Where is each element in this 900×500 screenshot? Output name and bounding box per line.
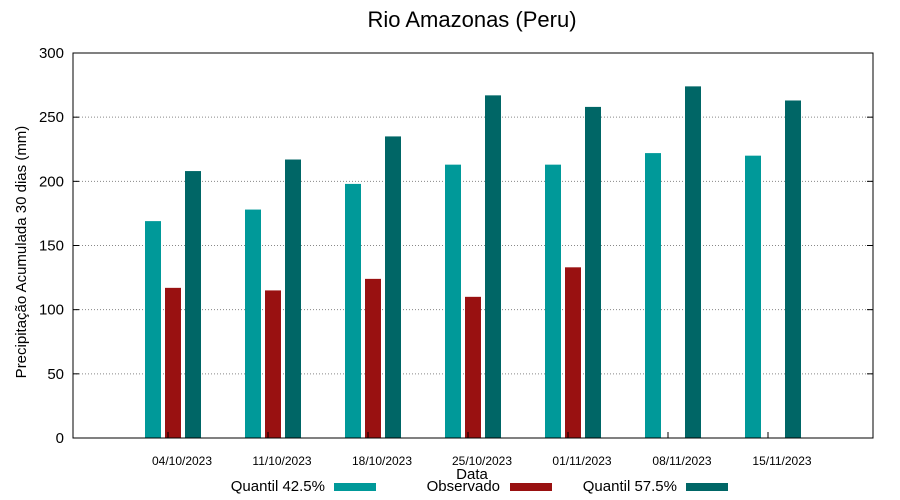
y-tick-label-300: 300	[39, 45, 64, 62]
y-tick-label-250: 250	[39, 109, 64, 126]
bar-quantil-57-5--2	[385, 136, 401, 438]
plot-frame	[72, 52, 874, 439]
legend-label-0: Quantil 42.5%	[231, 478, 325, 495]
x-axis-ticks: 04/10/2023 11/10/2023 18/10/2023 25/10/2023…	[152, 432, 812, 468]
bar-quantil-57-5--6	[785, 100, 801, 438]
bar-quantil-57-5--5	[685, 86, 701, 438]
legend-swatch-2	[686, 483, 728, 491]
x-tick-label-1: 11/10/2023	[252, 454, 311, 468]
legend-label-2: Quantil 57.5%	[583, 478, 677, 495]
y-tick-label-0: 0	[56, 430, 64, 447]
legend: Quantil 42.5% Observado Quantil 57.5%	[231, 478, 728, 495]
x-axis-label: Data	[456, 466, 488, 483]
y-tick-label-100: 100	[39, 302, 64, 319]
bar-observado-2	[365, 278, 381, 438]
legend-label-1: Observado	[427, 478, 500, 495]
bar-observado-4	[565, 267, 581, 438]
bar-quantil-42-5--1	[245, 209, 261, 438]
x-tick-label-5: 08/11/2023	[652, 454, 711, 468]
legend-swatch-1	[510, 483, 552, 491]
bar-observado-0	[165, 287, 181, 438]
bar-quantil-42-5--0	[145, 221, 161, 438]
bar-quantil-57-5--1	[285, 159, 301, 438]
bar-observado-3	[465, 296, 481, 438]
x-tick-label-0: 04/10/2023	[152, 454, 212, 468]
y-axis-label: Precipitação Acumulada 30 dias (mm)	[13, 126, 30, 379]
y-tick-label-50: 50	[47, 366, 64, 383]
x-tick-label-2: 18/10/2023	[352, 454, 412, 468]
x-tick-label-6: 15/11/2023	[752, 454, 811, 468]
bar-quantil-42-5--6	[745, 155, 761, 438]
x-tick-label-4: 01/11/2023	[552, 454, 611, 468]
bar-quantil-42-5--5	[645, 153, 661, 438]
bar-quantil-57-5--0	[185, 171, 201, 439]
x-tick-label-3: 25/10/2023	[452, 454, 512, 468]
bar-quantil-42-5--2	[345, 183, 361, 438]
y-tick-label-200: 200	[39, 173, 64, 190]
bar-quantil-57-5--3	[485, 95, 501, 438]
bar-quantil-42-5--3	[445, 164, 461, 438]
chart-title: Rio Amazonas (Peru)	[367, 7, 576, 32]
bar-quantil-57-5--4	[585, 106, 601, 439]
y-tick-label-150: 150	[39, 238, 64, 255]
y-axis-ticks: 0 50 100 150 200 250 300	[39, 45, 873, 447]
bar-quantil-42-5--4	[545, 164, 561, 438]
bars	[145, 86, 801, 439]
bar-observado-1	[265, 290, 281, 438]
legend-swatch-0	[334, 483, 376, 491]
